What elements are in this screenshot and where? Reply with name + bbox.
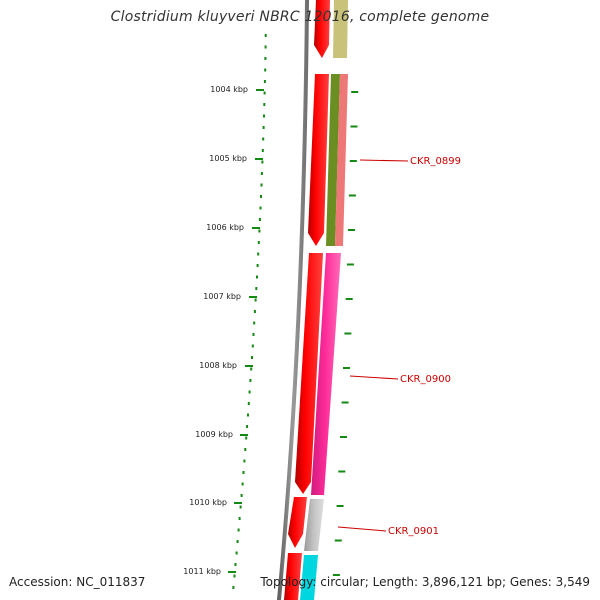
ruler-dot <box>264 34 267 37</box>
ruler-dot <box>262 126 265 129</box>
ruler-dot <box>242 471 245 474</box>
leader-line-ckr-0900 <box>349 375 399 380</box>
ruler-dot <box>239 505 242 509</box>
ruler-dot <box>257 241 260 244</box>
ruler-dot <box>257 252 260 256</box>
ruler-dot <box>235 551 238 555</box>
accession-value: NC_011837 <box>76 575 146 589</box>
ruler-dot <box>254 298 257 302</box>
gene-label-ckr-0899[interactable]: CKR_0899 <box>410 156 461 167</box>
ruler-label-1009: 1009 kbp <box>195 430 233 439</box>
ruler-dot <box>248 390 251 394</box>
ruler-dot <box>241 482 244 486</box>
accession-info: Accession: NC_011837 <box>9 575 145 589</box>
length-value: 3,896,121 bp <box>421 575 502 589</box>
ruler-dot <box>236 540 239 543</box>
ruler-label-1007: 1007 kbp <box>203 292 241 301</box>
ruler-dot <box>252 333 255 336</box>
length-label: Length: <box>372 575 419 589</box>
accession-label: Accession: <box>9 575 73 589</box>
ruler-label-1004: 1004 kbp <box>210 85 248 94</box>
ruler-dot <box>258 218 261 221</box>
genome-stats: Topology: circular; Length: 3,896,121 bp… <box>260 575 590 589</box>
reverse-strand-track <box>300 0 348 600</box>
ruler-dot <box>258 229 261 233</box>
ruler-tick-labels: 1004 kbp 1005 kbp 1006 kbp 1007 kbp 1008… <box>183 85 248 576</box>
gene-label-ckr-0901[interactable]: CKR_0901 <box>388 526 439 537</box>
ruler-major-ticks <box>228 89 264 573</box>
ruler-dot <box>246 425 249 428</box>
ruler-dot <box>261 149 264 152</box>
ruler-label-1010: 1010 kbp <box>189 498 227 507</box>
topology-label: Topology: <box>260 575 317 589</box>
ruler-dot <box>234 563 237 566</box>
ruler-dot <box>260 172 263 175</box>
forward-strand-track <box>284 0 330 600</box>
gene-block-ckr-0900[interactable] <box>311 253 341 495</box>
ruler-dot <box>259 206 262 210</box>
ruler-dot <box>245 436 248 440</box>
gene-block-forward-4[interactable] <box>284 553 302 600</box>
chromosome-backbone <box>277 0 309 600</box>
ruler-dot <box>260 195 262 198</box>
leader-line-ckr-0901 <box>337 526 387 532</box>
ruler-dot <box>253 310 256 313</box>
ruler-dot <box>262 137 265 141</box>
gene-block-ckr-0899[interactable] <box>335 74 348 246</box>
gene-block-cyan[interactable] <box>300 555 318 600</box>
topology-value: circular <box>320 575 365 589</box>
ruler-dot <box>255 287 258 290</box>
ruler-dot <box>263 114 265 118</box>
gene-block-forward-1[interactable] <box>308 74 329 246</box>
ruler-dot <box>250 367 253 371</box>
ruler-dot <box>238 517 241 520</box>
ruler-dot <box>263 91 266 95</box>
ruler-dot <box>263 80 266 83</box>
gene-block-forward-top[interactable] <box>314 0 330 58</box>
ruler-label-1008: 1008 kbp <box>199 361 237 370</box>
ruler-dot <box>244 448 247 451</box>
ruler-dot <box>237 528 240 532</box>
genes-value: 3,549 <box>555 575 590 589</box>
ruler-dot <box>247 402 250 405</box>
right-tick-marks <box>332 91 359 576</box>
ruler-dot <box>253 321 256 325</box>
ruler-dot <box>247 413 249 417</box>
gene-block-khaki[interactable] <box>333 0 348 58</box>
ruler-dot <box>251 344 254 348</box>
ruler-dot <box>251 356 253 359</box>
ruler-dot <box>249 379 252 382</box>
gene-block-ckr-0901[interactable] <box>304 499 324 551</box>
ruler-dot <box>243 459 246 463</box>
ruler-dot <box>232 586 235 589</box>
page-title: Clostridium kluyveri NBRC 12016, complet… <box>110 9 490 25</box>
leader-line-ckr-0899 <box>359 159 409 162</box>
gene-block-forward-3[interactable] <box>288 497 307 548</box>
ruler-dot <box>264 57 267 60</box>
ruler-label-1011: 1011 kbp <box>183 567 221 576</box>
ruler-dot <box>233 574 236 578</box>
gene-block-forward-2[interactable] <box>295 253 323 494</box>
ruler-dot <box>261 160 264 164</box>
ruler-dot <box>260 183 263 187</box>
ruler-dots <box>232 34 267 589</box>
genes-label: Genes: <box>509 575 552 589</box>
ruler-dot <box>240 494 243 497</box>
gene-label-ckr-0900[interactable]: CKR_0900 <box>400 374 451 385</box>
ruler-dot <box>256 264 259 267</box>
gene-block-olive[interactable] <box>326 74 340 246</box>
ruler-dot <box>264 68 267 72</box>
ruler-dot <box>256 275 258 279</box>
ruler-dot <box>263 103 266 106</box>
ruler-label-1006: 1006 kbp <box>206 223 244 232</box>
ruler-dot <box>264 45 267 49</box>
ruler-label-1005: 1005 kbp <box>209 154 247 163</box>
gene-labels: CKR_0899 CKR_0900 CKR_0901 <box>337 156 461 537</box>
